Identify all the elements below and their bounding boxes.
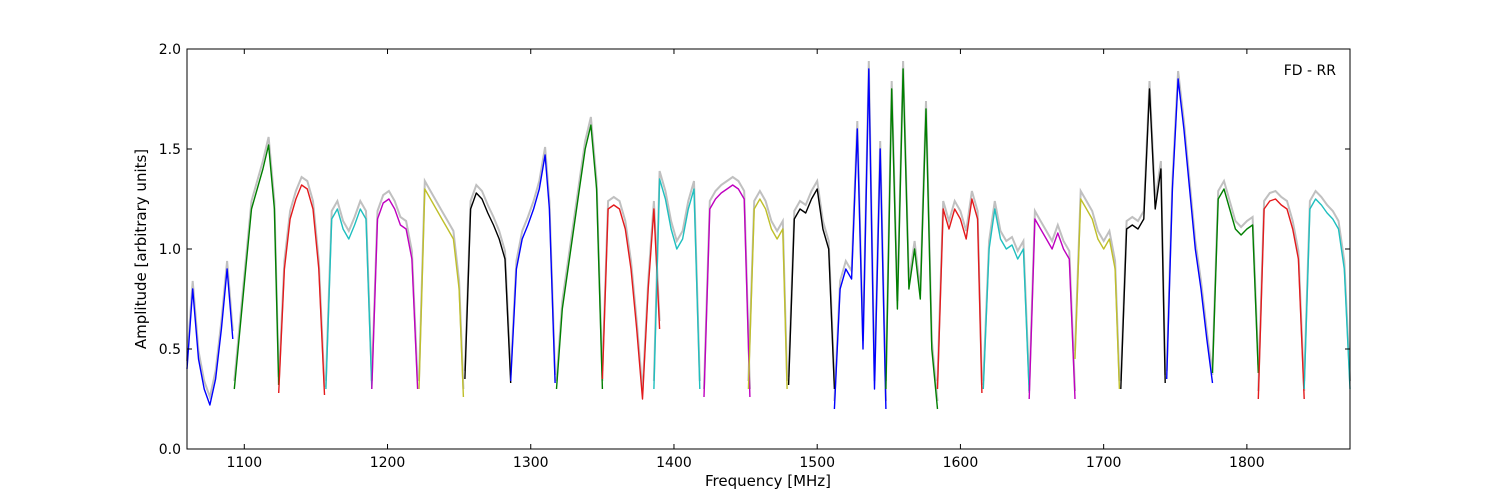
y-axis-label: Amplitude [arbitrary units] — [132, 149, 150, 349]
background-trace-16 — [936, 190, 983, 386]
band-series-14 — [833, 68, 887, 410]
band-series-10 — [653, 178, 701, 390]
background-trace-11 — [703, 175, 751, 390]
band-series-6 — [464, 192, 512, 384]
y-axis: 0.0 0.5 1.0 1.5 2.0 — [159, 42, 1350, 458]
y-tick-label: 2.0 — [159, 42, 181, 58]
band-series-19 — [1074, 198, 1121, 390]
background-trace-3 — [324, 198, 373, 382]
band-series-8 — [555, 124, 604, 390]
band-series-9 — [601, 204, 661, 400]
band-series-12 — [747, 198, 788, 390]
background-trace-17 — [982, 200, 1031, 386]
y-tick-label: 1.5 — [159, 142, 181, 158]
chart-annotation: FD - RR — [1284, 63, 1337, 79]
x-axis: 1100 1200 1300 1400 1500 1600 1700 1800 — [226, 49, 1265, 471]
background-trace-2 — [277, 175, 326, 388]
band-series-15 — [885, 68, 939, 410]
x-tick-label: 1700 — [1086, 455, 1122, 471]
background-trace-13 — [787, 177, 836, 382]
y-tick-label: 0.0 — [159, 442, 181, 458]
band-series-13 — [787, 188, 836, 390]
x-axis-label: Frequency [MHz] — [705, 472, 831, 490]
x-tick-label: 1600 — [943, 455, 979, 471]
background-trace-1 — [233, 136, 280, 382]
band-series-4 — [371, 198, 419, 390]
band-series-3 — [325, 208, 373, 390]
band-series-24 — [1303, 198, 1351, 390]
band-series-0 — [186, 268, 234, 406]
x-tick-label: 1400 — [656, 455, 692, 471]
band-series-16 — [936, 198, 983, 394]
background-trace-23 — [1257, 189, 1306, 392]
background-trace-24 — [1303, 189, 1351, 382]
background-trace-8 — [555, 116, 604, 382]
band-series-17 — [982, 208, 1030, 394]
x-tick-label: 1100 — [226, 455, 262, 471]
background-trace-22 — [1211, 178, 1260, 366]
y-tick-label: 1.0 — [159, 242, 181, 258]
band-series-5 — [418, 188, 465, 398]
band-series-20 — [1120, 88, 1166, 390]
series-layer — [186, 60, 1351, 410]
plot-area — [187, 49, 1350, 449]
background-trace-10 — [652, 170, 701, 382]
band-series-7 — [510, 154, 556, 384]
background-trace-18 — [1028, 207, 1076, 392]
background-trace-5 — [418, 177, 465, 390]
background-trace-12 — [747, 188, 789, 382]
y-tick-label: 0.5 — [159, 342, 181, 358]
band-series-2 — [278, 184, 326, 396]
band-series-23 — [1257, 198, 1305, 400]
band-series-11 — [703, 184, 751, 398]
background-trace-6 — [463, 183, 512, 376]
x-tick-label: 1500 — [799, 455, 835, 471]
band-series-18 — [1028, 218, 1076, 400]
background-trace-4 — [370, 189, 419, 382]
x-tick-label: 1300 — [513, 455, 549, 471]
background-trace-19 — [1074, 187, 1121, 382]
band-series-22 — [1211, 188, 1259, 374]
x-tick-label: 1800 — [1229, 455, 1265, 471]
band-series-1 — [233, 144, 280, 390]
x-tick-label: 1200 — [370, 455, 406, 471]
band-series-21 — [1166, 78, 1214, 384]
